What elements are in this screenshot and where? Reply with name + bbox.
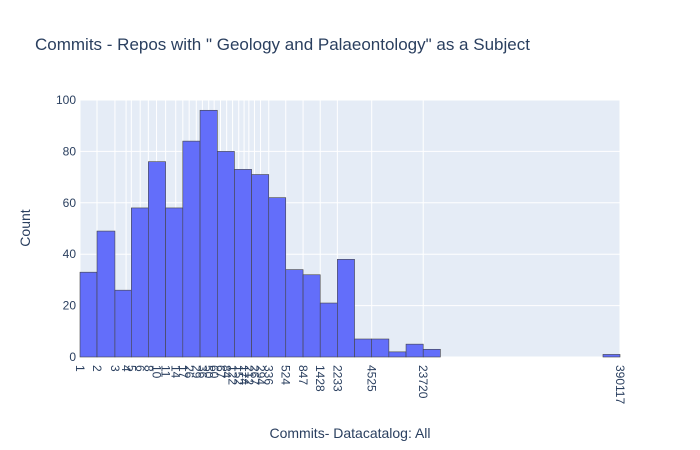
- x-tick-label: 67: [214, 365, 228, 379]
- y-tick-label: 100: [56, 93, 76, 107]
- histogram-bar: [354, 338, 373, 358]
- histogram-bar: [319, 302, 338, 358]
- histogram-bar: [302, 274, 321, 358]
- x-tick-label: 174: [237, 365, 251, 385]
- bars: [79, 109, 621, 358]
- histogram-bar: [337, 259, 355, 358]
- x-tick-label: 4525: [365, 365, 379, 392]
- histogram-bar: [96, 230, 116, 358]
- histogram-bar: [79, 271, 98, 358]
- x-tick-label: 3: [108, 365, 122, 372]
- y-tick-label: 60: [63, 196, 77, 210]
- x-tick-label: 1: [73, 365, 87, 372]
- x-axis-title: Commits- Datacatalog: All: [269, 425, 430, 441]
- histogram-bar: [268, 197, 287, 358]
- x-tick-label: 17: [176, 365, 190, 379]
- histogram-bar: [182, 140, 201, 358]
- x-tick-label: 1428: [313, 365, 327, 392]
- histogram-bar: [251, 174, 270, 358]
- x-tick-label: 6: [133, 365, 147, 372]
- x-tick-label: 524: [279, 365, 293, 385]
- x-tick-label: 5: [124, 365, 138, 372]
- x-tick-label: 8: [141, 365, 155, 372]
- histogram-bar: [422, 348, 441, 358]
- x-tick-label: 2: [90, 365, 104, 372]
- histogram-bar: [405, 343, 424, 358]
- x-tick-label: 36: [195, 365, 209, 379]
- x-tick-label: 50: [202, 365, 216, 379]
- y-axis-title: Count: [17, 209, 33, 246]
- y-tick-label: 80: [63, 144, 77, 158]
- x-tick-label: 60: [207, 365, 221, 379]
- y-axis-ticks: 0 20 40 60 80 100: [56, 93, 76, 364]
- x-tick-label: 4: [119, 365, 133, 372]
- x-tick-label: 10: [150, 365, 164, 379]
- histogram-bar: [388, 351, 407, 358]
- x-tick-label: 2233: [330, 365, 344, 392]
- histogram-bar: [148, 161, 166, 358]
- x-tick-label: 390117: [613, 365, 627, 404]
- histogram-bar: [165, 207, 184, 358]
- x-tick-label: 267: [247, 365, 261, 385]
- x-tick-label: 294: [254, 365, 268, 385]
- histogram-bar: [216, 151, 235, 358]
- x-tick-label: 84: [220, 365, 234, 379]
- x-tick-label: 26: [182, 365, 196, 379]
- histogram-bar: [285, 269, 304, 358]
- histogram-bar: [371, 338, 390, 358]
- x-tick-label: 23720: [416, 365, 430, 399]
- x-tick-label: 11: [159, 365, 173, 378]
- x-tick-label: 212: [242, 365, 256, 385]
- chart-title: Commits - Repos with " Geology and Palae…: [35, 35, 530, 54]
- histogram-bar: [234, 169, 252, 358]
- x-tick-label: 152: [232, 365, 246, 385]
- x-tick-label: 14: [169, 365, 183, 379]
- x-tick-label: 122: [226, 365, 240, 385]
- x-tick-label: 847: [296, 365, 310, 385]
- histogram-bar: [602, 354, 621, 358]
- x-tick-label: 29: [189, 365, 203, 379]
- x-tick-label: 336: [262, 365, 276, 385]
- histogram-bar: [114, 289, 132, 358]
- histogram-bar: [131, 207, 149, 358]
- y-tick-label: 0: [69, 350, 76, 364]
- histogram-bar: [199, 109, 218, 358]
- x-axis-ticks: 1 2 34568101114172629365060678412215217421…: [73, 365, 627, 404]
- y-tick-label: 20: [63, 299, 77, 313]
- y-tick-label: 40: [63, 247, 77, 261]
